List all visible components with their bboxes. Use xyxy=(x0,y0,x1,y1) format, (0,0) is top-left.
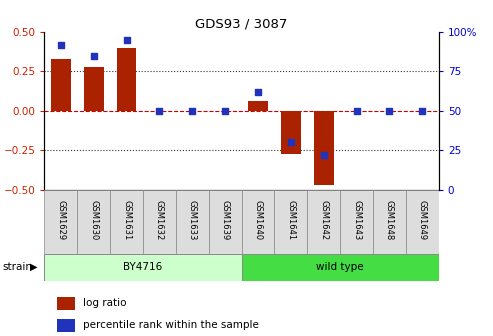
Bar xyxy=(373,190,406,254)
Text: GSM1641: GSM1641 xyxy=(286,200,295,241)
Title: GDS93 / 3087: GDS93 / 3087 xyxy=(195,18,288,31)
Bar xyxy=(77,190,110,254)
Text: GSM1633: GSM1633 xyxy=(188,200,197,241)
Bar xyxy=(340,190,373,254)
Bar xyxy=(314,111,334,185)
Bar xyxy=(44,190,77,254)
Text: log ratio: log ratio xyxy=(83,298,127,308)
Text: GSM1648: GSM1648 xyxy=(385,200,394,241)
Bar xyxy=(242,190,275,254)
Text: strain: strain xyxy=(2,262,33,272)
Text: GSM1630: GSM1630 xyxy=(89,200,98,241)
Point xyxy=(419,108,426,114)
Point xyxy=(287,140,295,145)
Point xyxy=(254,89,262,95)
Bar xyxy=(248,101,268,111)
Point xyxy=(320,153,328,158)
Text: BY4716: BY4716 xyxy=(123,262,163,272)
Bar xyxy=(110,190,143,254)
Text: ▶: ▶ xyxy=(30,262,37,272)
Bar xyxy=(57,297,75,310)
Text: wild type: wild type xyxy=(317,262,364,272)
Bar xyxy=(176,190,209,254)
Bar xyxy=(44,254,242,281)
Point xyxy=(221,108,229,114)
Bar xyxy=(307,190,340,254)
Text: GSM1629: GSM1629 xyxy=(56,200,65,241)
Point xyxy=(352,108,360,114)
Bar xyxy=(209,190,242,254)
Text: GSM1649: GSM1649 xyxy=(418,200,427,241)
Point xyxy=(155,108,163,114)
Bar xyxy=(57,319,75,332)
Bar xyxy=(242,254,439,281)
Text: GSM1639: GSM1639 xyxy=(221,200,230,241)
Bar xyxy=(84,67,104,111)
Point xyxy=(188,108,196,114)
Text: GSM1631: GSM1631 xyxy=(122,200,131,241)
Text: GSM1643: GSM1643 xyxy=(352,200,361,241)
Point xyxy=(90,53,98,58)
Bar xyxy=(143,190,176,254)
Bar xyxy=(281,111,301,154)
Text: percentile rank within the sample: percentile rank within the sample xyxy=(83,320,259,330)
Bar xyxy=(275,190,307,254)
Point xyxy=(123,37,131,43)
Bar xyxy=(406,190,439,254)
Text: GSM1632: GSM1632 xyxy=(155,200,164,241)
Point xyxy=(57,42,65,47)
Text: GSM1640: GSM1640 xyxy=(253,200,262,241)
Point xyxy=(386,108,393,114)
Bar xyxy=(117,48,137,111)
Text: GSM1642: GSM1642 xyxy=(319,200,328,241)
Bar xyxy=(51,59,70,111)
